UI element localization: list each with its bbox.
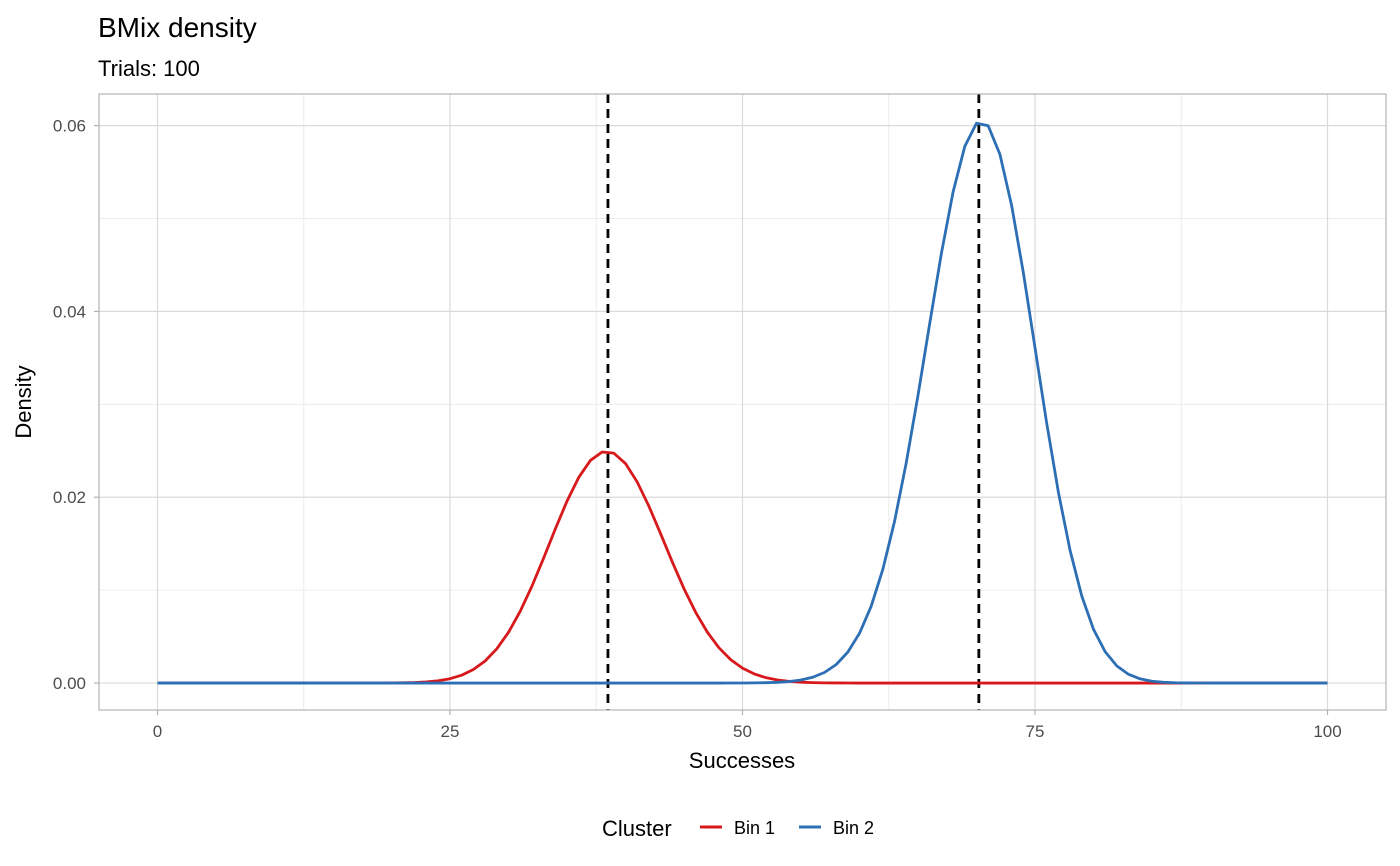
y-axis-title: Density	[11, 365, 36, 438]
x-tick-label: 0	[153, 722, 162, 741]
x-tick-label: 100	[1313, 722, 1341, 741]
x-tick-label: 50	[733, 722, 752, 741]
reference-lines	[606, 94, 981, 710]
legend-title: Cluster	[602, 816, 672, 841]
y-tick-label: 0.02	[53, 488, 86, 507]
x-tick-label: 75	[1026, 722, 1045, 741]
y-tick-label: 0.04	[53, 302, 86, 321]
series-line-bin-2	[157, 121, 1328, 685]
x-tick-label: 25	[441, 722, 460, 741]
legend-label-bin-1: Bin 1	[734, 818, 775, 838]
chart-subtitle: Trials: 100	[98, 56, 200, 81]
y-tick-label: 0.00	[53, 674, 86, 693]
axis-ticks: 0 25 50 75 100 0.00 0.02 0.04 0.06	[53, 117, 1342, 741]
chart-title: BMix density	[98, 12, 257, 43]
grid	[99, 94, 1386, 710]
legend: Cluster Bin 1 Bin 2	[602, 816, 874, 841]
y-tick-label: 0.06	[53, 117, 86, 136]
legend-label-bin-2: Bin 2	[833, 818, 874, 838]
series-lines	[157, 121, 1328, 685]
x-axis-title: Successes	[689, 748, 795, 773]
